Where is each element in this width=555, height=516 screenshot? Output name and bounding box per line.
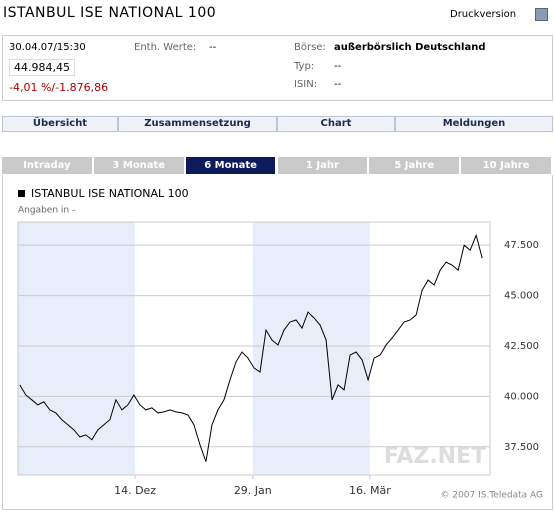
field-value: außerbörslich Deutschland: [334, 42, 486, 53]
y-tick-label: 40.000: [504, 391, 539, 402]
y-tick-label: 45.000: [504, 291, 539, 302]
field-value: --: [209, 42, 217, 53]
quote-datetime: 30.04.07/15:30: [9, 42, 86, 53]
nav-tab[interactable]: Chart: [277, 116, 395, 132]
y-tick-label: 37.500: [504, 442, 539, 453]
period-tab[interactable]: Intraday: [2, 157, 92, 174]
field-label: Typ:: [294, 61, 315, 72]
quote-change: -4,01 %/-1.876,86: [9, 81, 109, 94]
nav-tab[interactable]: Zusammensetzung: [118, 116, 277, 132]
x-tick-label: 29. Jan: [234, 484, 272, 497]
y-tick-label: 47.500: [504, 240, 539, 251]
field-value: --: [334, 61, 342, 72]
page-title: ISTANBUL ISE NATIONAL 100: [3, 5, 217, 21]
period-tab[interactable]: 6 Monate: [185, 157, 276, 174]
field-value: --: [334, 79, 342, 90]
field-label: ISIN:: [294, 79, 318, 90]
plot-frame: [17, 221, 491, 476]
print-link[interactable]: Druckversion: [450, 9, 517, 20]
chart-box: [2, 175, 553, 510]
legend-square: [18, 190, 25, 197]
period-tab[interactable]: 10 Jahre: [461, 157, 551, 174]
nav-tab[interactable]: Übersicht: [2, 116, 118, 132]
chart-subtitle: Angaben in -: [18, 206, 75, 216]
month-band: [252, 222, 370, 475]
y-tick-label: 42.500: [504, 341, 539, 352]
quote-box: [2, 35, 553, 101]
period-tab[interactable]: 5 Jahre: [369, 157, 460, 174]
price-line: [19, 233, 483, 462]
print-icon[interactable]: [535, 8, 548, 21]
field-label: Enth. Werte:: [134, 42, 197, 53]
period-tab[interactable]: 3 Monate: [93, 157, 184, 174]
watermark: FAZ.NET: [384, 444, 486, 469]
field-label: Börse:: [294, 42, 326, 53]
x-tick-label: 14. Dez: [114, 484, 156, 497]
nav-tab[interactable]: Meldungen: [395, 116, 553, 132]
period-tab[interactable]: 1 Jahr: [277, 157, 368, 174]
quote-price: 44.984,45: [9, 59, 75, 76]
chart-title: ISTANBUL ISE NATIONAL 100: [31, 187, 189, 200]
month-band: [18, 222, 136, 475]
source: © 2007 IS.Teledata AG: [440, 491, 543, 501]
x-tick-label: 16. Mär: [349, 484, 391, 497]
